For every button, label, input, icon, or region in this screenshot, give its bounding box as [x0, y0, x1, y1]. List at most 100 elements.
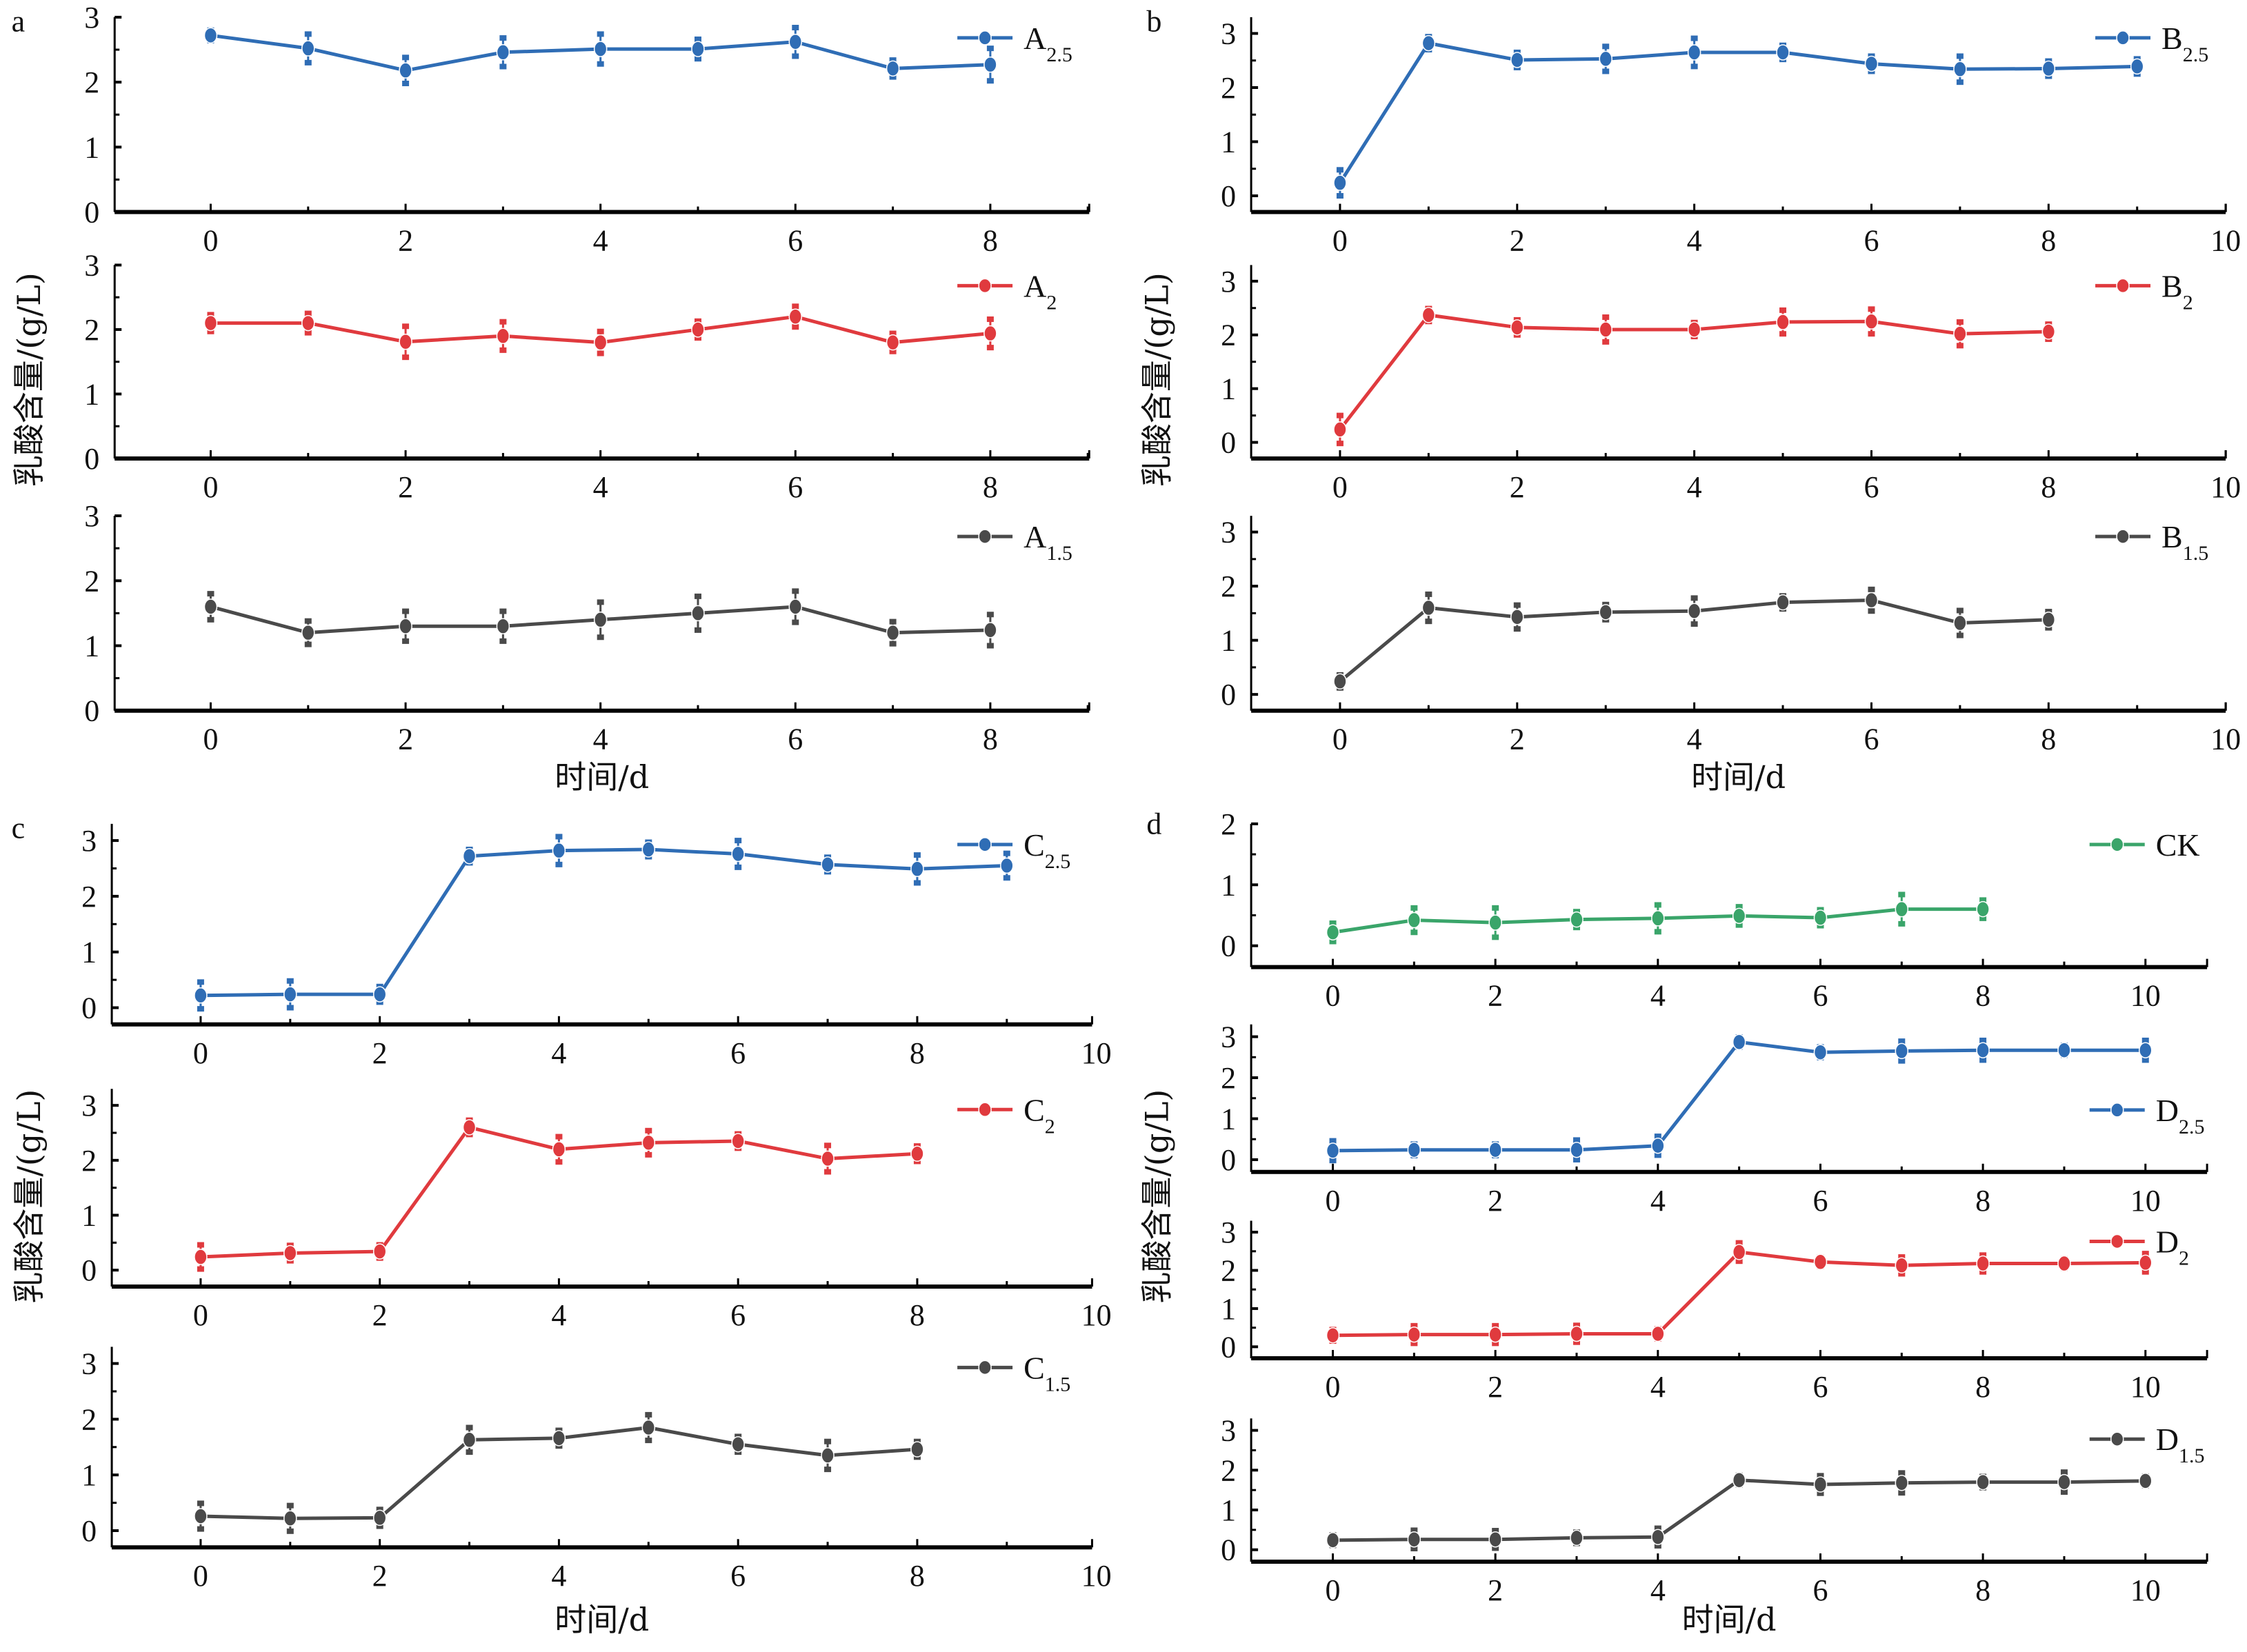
error-bar-cap	[1336, 167, 1344, 173]
y-tick-label: 0	[84, 694, 99, 728]
legend-label: CK	[2156, 827, 2200, 863]
data-point	[2041, 612, 2056, 628]
y-tick-label: 3	[1221, 265, 1236, 299]
data-point	[641, 841, 656, 858]
legend-label-main: B	[2161, 519, 2183, 554]
error-bar-cap	[1898, 892, 1906, 898]
y-tick-label: 3	[1221, 1216, 1236, 1249]
subplot-d-CK: 0 1 2 0 2 4 6 8 10 CK	[1221, 807, 2208, 1013]
y-tick-label: 2	[1221, 1453, 1236, 1487]
subplot-c-C1_5: 0 1 2 3 0 2 4 6 8 10 C1.5	[81, 1347, 1112, 1593]
error-bar-cap	[824, 1142, 832, 1149]
error-bar-cap	[1492, 1322, 1499, 1329]
data-point	[1570, 1325, 1584, 1342]
y-tick-label: 0	[1221, 929, 1236, 963]
y-tick-label: 3	[84, 1, 99, 34]
y-tick-label: 1	[84, 130, 99, 164]
data-point	[1333, 673, 1347, 690]
data-point	[1326, 924, 1340, 940]
legend-marker	[2116, 30, 2130, 46]
error-bar-cap	[1979, 1269, 1987, 1275]
error-bar-cap	[1329, 1138, 1337, 1144]
error-bar-cap	[1329, 1158, 1337, 1164]
data-point	[1953, 325, 1967, 342]
data-point	[1895, 900, 1909, 918]
error-bar-cap	[1956, 343, 1964, 349]
data-point	[301, 40, 315, 57]
legend-label-main: D	[2156, 1224, 2179, 1259]
legend: C2.5	[957, 827, 1070, 873]
legend-marker	[978, 529, 992, 544]
error-bar-cap	[286, 978, 294, 984]
data-point	[203, 27, 218, 44]
error-bar-cap	[1492, 905, 1499, 911]
y-tick-label: 2	[84, 66, 99, 99]
error-bar-cap	[2141, 1057, 2149, 1063]
legend-marker	[2110, 1233, 2124, 1249]
y-tick-label: 3	[1221, 17, 1236, 50]
error-bar-cap	[197, 1242, 204, 1248]
error-bar-cap	[645, 1127, 652, 1134]
x-tick-label: 4	[551, 1559, 566, 1593]
error-bar-cap	[2141, 1037, 2149, 1043]
x-tick-label: 6	[730, 1559, 746, 1593]
x-tick-label: 10	[1081, 1036, 1112, 1070]
error-bar-cap	[1410, 1545, 1418, 1551]
error-bar-cap	[597, 599, 604, 605]
data-point	[372, 1509, 387, 1527]
y-tick-label: 3	[81, 1347, 97, 1381]
x-tick-label: 0	[1332, 224, 1348, 258]
data-point	[462, 1119, 477, 1136]
legend-label-subscript: 2	[2183, 291, 2193, 314]
panel-letter: b	[1146, 5, 1161, 39]
data-point	[910, 1145, 924, 1162]
x-tick-label: 0	[193, 1036, 208, 1070]
x-tick-label: 0	[193, 1559, 208, 1593]
data-point	[372, 1243, 387, 1260]
error-bar-cap	[1898, 1058, 1906, 1064]
data-point	[496, 618, 510, 634]
subplot-c-C2_5: 0 1 2 3 0 2 4 6 8 10 C2.5	[81, 823, 1112, 1070]
legend-marker	[2110, 837, 2124, 852]
error-bar-cap	[597, 61, 604, 67]
data-point	[194, 1508, 208, 1524]
data-point	[1864, 592, 1879, 609]
legend-label-subscript: 1.5	[1046, 542, 1072, 565]
error-bar-cap	[1602, 339, 1610, 345]
x-tick-label: 8	[983, 723, 998, 756]
error-bar-cap	[304, 618, 312, 624]
data-point	[2041, 323, 2056, 340]
x-tick-label: 10	[2210, 470, 2241, 504]
error-bar-cap	[1410, 1322, 1418, 1329]
error-bar-cap	[792, 53, 799, 59]
data-point	[1687, 603, 1701, 619]
data-point	[910, 1441, 924, 1458]
data-point	[283, 1510, 297, 1527]
error-bar-cap	[499, 319, 507, 325]
error-bar-cap	[1654, 929, 1661, 935]
data-point	[2041, 60, 2056, 77]
error-bar-cap	[889, 641, 897, 647]
error-bar-cap	[694, 627, 701, 633]
data-point	[593, 334, 608, 351]
error-bar-cap	[792, 324, 799, 330]
error-bar-cap	[1690, 63, 1698, 70]
error-bar-cap	[694, 335, 701, 341]
error-bar-cap	[555, 1134, 563, 1140]
x-tick-label: 8	[2041, 470, 2056, 504]
data-point	[1407, 1326, 1421, 1343]
data-point	[1421, 307, 1436, 323]
data-point	[1510, 319, 1524, 336]
y-axis-title: 乳酸含量/(g/L)	[10, 272, 48, 487]
error-bar-cap	[1410, 929, 1418, 936]
data-point	[2057, 1042, 2071, 1058]
data-point	[1651, 1138, 1665, 1154]
legend-label-subscript: 1.5	[1045, 1373, 1071, 1396]
data-point	[1599, 50, 1612, 68]
data-point	[399, 618, 412, 634]
legend-label: D1.5	[2156, 1422, 2205, 1467]
x-tick-label: 4	[551, 1036, 566, 1070]
data-point	[1570, 911, 1584, 928]
error-bar-cap	[1329, 938, 1337, 945]
